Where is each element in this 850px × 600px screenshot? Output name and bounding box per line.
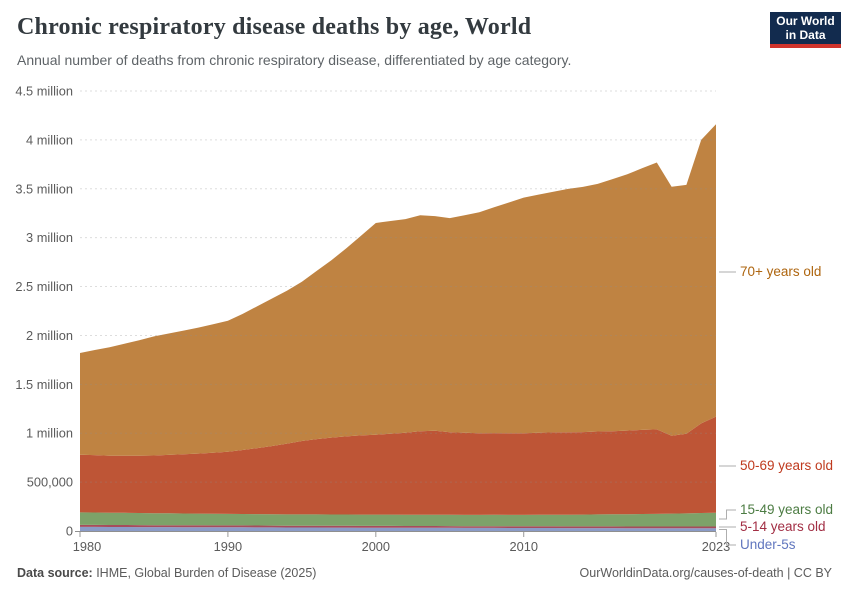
legend-label-50-69[interactable]: 50-69 years old <box>740 458 834 473</box>
data-source-note: Data source: IHME, Global Burden of Dise… <box>17 566 316 580</box>
owid-logo-line2: in Data <box>785 28 826 42</box>
area-under-5s[interactable] <box>80 526 716 531</box>
legend-label-under5[interactable]: Under-5s <box>740 537 796 552</box>
owid-logo-line1: Our World <box>776 14 835 28</box>
legend-connectors <box>719 271 736 546</box>
chart-subtitle: Annual number of deaths from chronic res… <box>17 52 572 68</box>
gridlines <box>80 90 716 483</box>
page-title: Chronic respiratory disease deaths by ag… <box>17 14 532 40</box>
y-axis-label: 3 million <box>26 230 73 245</box>
attribution: OurWorldinData.org/causes-of-death | CC … <box>580 566 832 580</box>
y-axis-label: 4 million <box>26 132 73 147</box>
area-70-plus-years[interactable] <box>80 124 716 456</box>
chart-footer: Data source: IHME, Global Burden of Dise… <box>0 566 850 580</box>
y-axis-label: 4.5 million <box>15 84 73 99</box>
y-axis-label: 0 <box>66 524 73 539</box>
area-5-14-years[interactable] <box>80 524 716 529</box>
y-axis-label: 2.5 million <box>15 279 73 294</box>
x-axis-label: 2010 <box>509 539 537 554</box>
x-axis: 1980 1990 2000 2010 2023 <box>73 532 730 554</box>
x-axis-label: 2000 <box>362 539 390 554</box>
y-axis-label: 1 million <box>26 426 73 441</box>
legend-connector-under5 <box>719 529 736 546</box>
owid-link[interactable]: OurWorldinData.org/causes-of-death <box>579 566 784 580</box>
legend-label-70plus[interactable]: 70+ years old <box>740 264 822 279</box>
owid-logo[interactable]: Our World in Data <box>770 12 841 48</box>
license-label: | CC BY <box>783 566 832 580</box>
y-axis-label: 500,000 <box>27 475 73 490</box>
y-axis-label: 3.5 million <box>15 181 73 196</box>
area-50-69-years[interactable] <box>80 416 716 515</box>
area-15-49-years[interactable] <box>80 512 716 527</box>
legend-connector-15-49 <box>719 509 736 520</box>
y-axis-labels: 0 500,000 1 million 1.5 million 2 million 2.5… <box>15 84 73 539</box>
y-axis-label: 2 million <box>26 328 73 343</box>
legend-label-5-14[interactable]: 5-14 years old <box>740 519 826 534</box>
x-axis-label: 1990 <box>214 539 242 554</box>
chart-areas <box>80 124 716 531</box>
data-source-label: Data source: <box>17 566 93 580</box>
x-axis-label: 2023 <box>702 539 730 554</box>
data-source-value: IHME, Global Burden of Disease (2025) <box>92 566 317 580</box>
y-axis-label: 1.5 million <box>15 377 73 392</box>
legend-label-15-49[interactable]: 15-49 years old <box>740 502 834 517</box>
x-axis-label: 1980 <box>73 539 101 554</box>
